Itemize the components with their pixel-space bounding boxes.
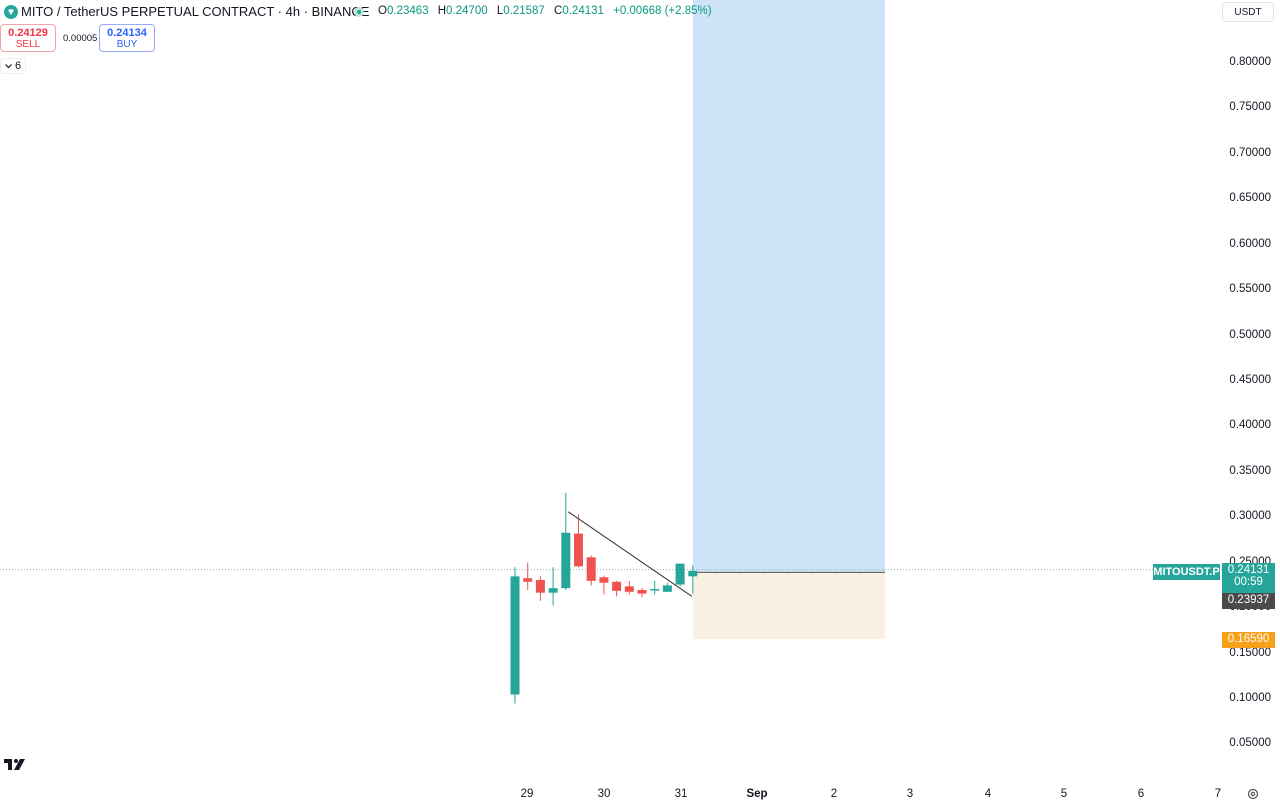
gear-icon[interactable]	[1247, 788, 1259, 800]
candle	[535, 576, 545, 601]
price-axis-label: 0.50000	[1229, 328, 1271, 341]
time-axis-label: 4	[984, 788, 992, 800]
candle-body	[612, 581, 622, 591]
symbol-title[interactable]: MITO / TetherUS PERPETUAL CONTRACT · 4h …	[21, 4, 370, 19]
sell-label: SELL	[15, 39, 41, 50]
sell-button[interactable]: 0.24129 SELL	[0, 24, 56, 52]
currency-selector[interactable]: USDT	[1222, 2, 1274, 22]
time-axis-label: Sep	[746, 788, 768, 800]
long-position-tool[interactable]	[693, 0, 885, 640]
candle-body	[523, 578, 533, 582]
tradingview-logo-icon[interactable]	[4, 756, 30, 772]
loss-zone[interactable]	[693, 572, 885, 640]
candle	[599, 575, 609, 595]
price-axis-label: 0.75000	[1229, 101, 1271, 114]
time-axis-label: 2	[830, 788, 838, 800]
sell-price: 0.24129	[8, 27, 48, 39]
price-axis-label: 0.10000	[1229, 692, 1271, 704]
candle-body	[574, 533, 583, 567]
candles	[510, 492, 698, 704]
buy-label: BUY	[116, 39, 138, 50]
ohlc-values: O0.23463 H0.24700 L0.21587 C0.24131 +0.0…	[378, 5, 712, 17]
time-axis-label: 31	[674, 788, 688, 800]
chevron-down-icon	[5, 63, 12, 68]
price-axis-label: 0.30000	[1229, 510, 1271, 523]
candle	[637, 588, 647, 598]
price-axis-label: 0.45000	[1229, 374, 1271, 386]
time-axis-label: 30	[597, 788, 611, 800]
candle-body	[662, 585, 672, 592]
indicators-count: 6	[15, 60, 22, 72]
candle-body	[599, 577, 609, 583]
bar-countdown: 00:59	[1234, 576, 1263, 588]
market-status-icon[interactable]	[354, 7, 364, 17]
candle	[548, 567, 558, 606]
change-value: +0.00668 (+2.85%)	[613, 5, 712, 17]
stop-price-tag: 0.16590	[1222, 632, 1275, 648]
indicators-toggle[interactable]: 6	[0, 58, 26, 74]
candle	[523, 562, 533, 590]
candle-body	[675, 563, 685, 585]
candle-body	[561, 532, 571, 589]
candle-body	[548, 588, 558, 593]
buy-button[interactable]: 0.24134 BUY	[99, 24, 155, 52]
candle	[561, 492, 571, 590]
candle-body	[510, 576, 520, 695]
candle-body	[637, 589, 647, 594]
candle	[688, 565, 698, 594]
candle	[662, 582, 672, 592]
candle-body	[650, 589, 660, 591]
time-axis-label: 5	[1060, 788, 1068, 800]
price-axis-label: 0.35000	[1229, 464, 1271, 477]
candle	[650, 580, 660, 595]
price-axis-label: 0.60000	[1229, 237, 1271, 250]
symbol-price-label: MITOUSDT.P	[1153, 564, 1220, 580]
mito-logo-icon	[4, 5, 18, 19]
buy-price: 0.24134	[107, 27, 147, 39]
candle-body	[535, 579, 545, 593]
last-price-value: 0.24131	[1227, 564, 1270, 576]
price-axis-label: 0.15000	[1229, 646, 1271, 659]
candle	[586, 555, 596, 586]
time-axis-label: 3	[906, 788, 914, 800]
time-axis-label: 7	[1214, 788, 1222, 800]
candle	[675, 563, 685, 587]
price-axis-label: 0.05000	[1229, 737, 1271, 750]
candle-body	[586, 557, 596, 581]
candle-body	[624, 586, 634, 592]
candle-body	[688, 570, 698, 577]
price-axis-label: 0.65000	[1229, 192, 1271, 205]
price-axis-label: 0.70000	[1229, 146, 1271, 159]
entry-price-tag: 0.23937	[1222, 593, 1275, 609]
candle	[612, 580, 622, 597]
candle	[574, 514, 583, 568]
profit-zone[interactable]	[693, 0, 885, 573]
price-axis-label: 0.80000	[1229, 56, 1271, 68]
time-axis-label: 6	[1137, 788, 1145, 800]
time-axis-label: 29	[520, 788, 534, 800]
trendline[interactable]	[568, 511, 693, 597]
candle	[624, 580, 634, 595]
price-axis-label: 0.55000	[1229, 283, 1271, 296]
price-axis-label: 0.40000	[1229, 419, 1271, 432]
last-price-tag: 0.24131 00:59	[1222, 563, 1275, 593]
candle	[510, 567, 520, 704]
spread-value: 0.00005	[63, 33, 98, 44]
